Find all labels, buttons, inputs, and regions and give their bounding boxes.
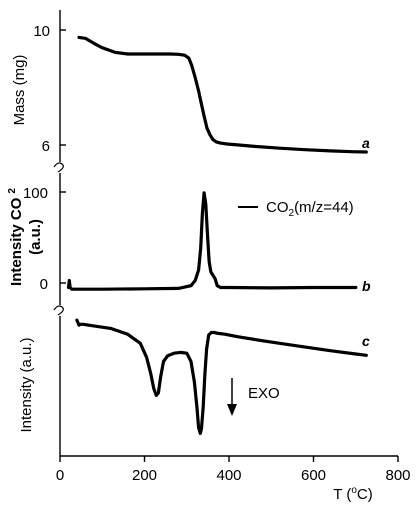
curve-label-b: b xyxy=(362,278,371,294)
mass-curve xyxy=(77,35,368,154)
co2-curve xyxy=(66,191,358,291)
x-tick-label: 800 xyxy=(385,467,410,484)
axis-break-2 xyxy=(53,305,64,316)
y-axis-title-co2-line2: (a.u.) xyxy=(27,219,44,255)
y-tick-label-co2: 100 xyxy=(23,185,48,202)
x-tick-label: 600 xyxy=(301,467,326,484)
curve-label-a: a xyxy=(362,135,370,151)
legend-label-co2: CO2(m/z=44) xyxy=(266,199,354,219)
y-axis-title-mass: Mass (mg) xyxy=(11,55,28,126)
curve-label-c: c xyxy=(362,333,370,349)
dta-curve xyxy=(75,318,368,435)
x-tick-label: 400 xyxy=(216,467,241,484)
exo-arrow-icon xyxy=(227,378,237,416)
y-axis-title-co2: Intensity CO2 xyxy=(7,188,25,286)
exo-label: EXO xyxy=(248,385,280,402)
x-tick-label: 200 xyxy=(132,467,157,484)
x-ticks xyxy=(59,456,399,462)
y-tick-label-mass: 10 xyxy=(33,23,50,40)
axis-break-1 xyxy=(53,162,64,173)
y-tick-label-mass: 6 xyxy=(42,138,50,155)
y-tick-label-co2: 0 xyxy=(40,276,48,293)
x-tick-label: 0 xyxy=(56,467,64,484)
y-axis-title-dta: Intensity (a.u.) xyxy=(18,337,35,432)
x-axis-title: T (oC) xyxy=(333,485,372,503)
